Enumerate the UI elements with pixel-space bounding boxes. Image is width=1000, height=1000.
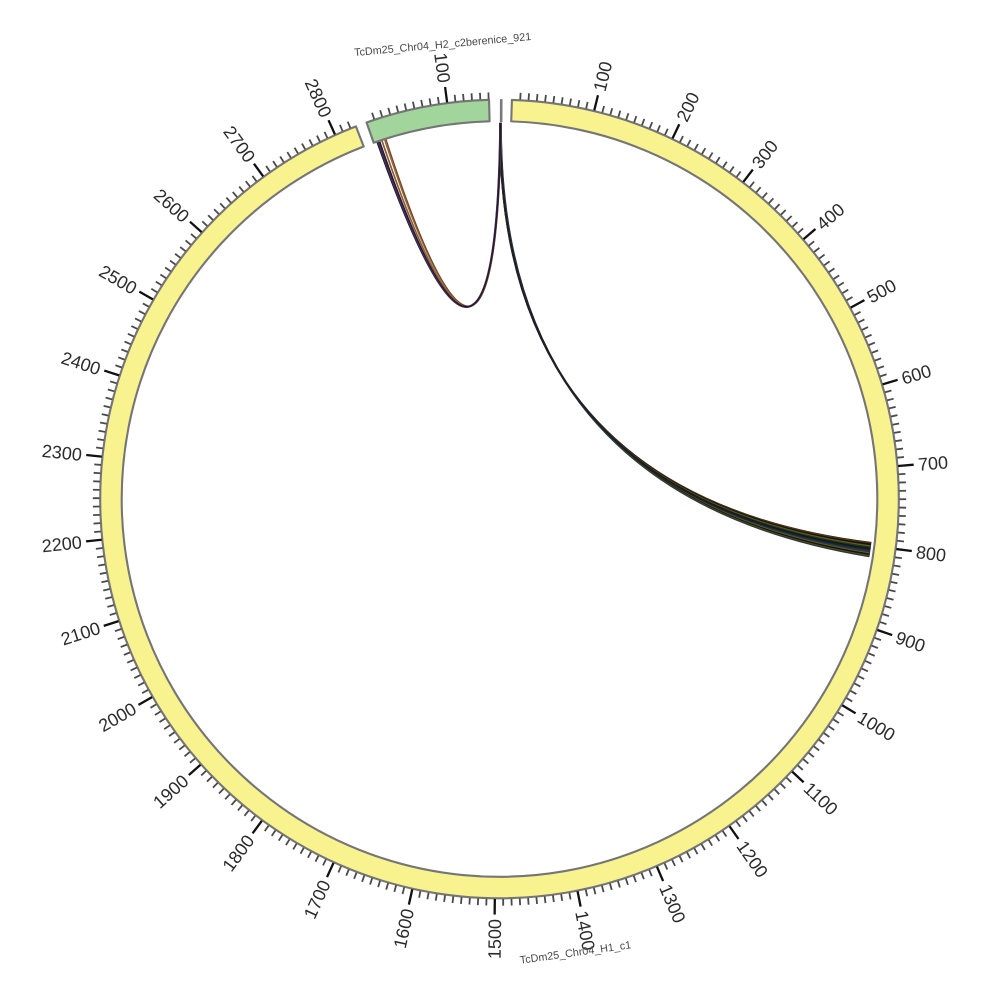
svg-text:700: 700 [917,452,949,474]
svg-text:800: 800 [915,542,947,566]
svg-text:2200: 2200 [41,532,83,556]
svg-text:1500: 1500 [485,919,505,959]
svg-text:2300: 2300 [41,441,83,465]
svg-text:100: 100 [430,52,454,84]
